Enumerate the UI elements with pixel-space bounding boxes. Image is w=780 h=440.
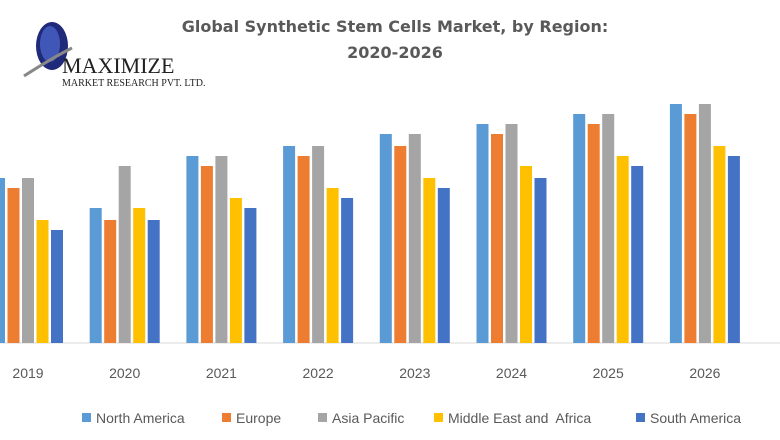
bar-asia-pacific-2019 xyxy=(22,178,34,343)
x-tick-label: 2022 xyxy=(303,365,334,381)
legend-label: Europe xyxy=(236,410,281,426)
bar-middle-east-and-africa-2024 xyxy=(520,166,532,343)
legend-swatch xyxy=(434,413,443,422)
svg-text:MARKET RESEARCH PVT. LTD.: MARKET RESEARCH PVT. LTD. xyxy=(62,78,205,89)
svg-text:MAXIMIZE: MAXIMIZE xyxy=(62,53,174,78)
x-tick-label: 2019 xyxy=(12,365,43,381)
bar-south-america-2021 xyxy=(244,208,257,343)
bar-north-america-2023 xyxy=(379,134,392,343)
x-tick-label: 2024 xyxy=(496,365,527,381)
bar-europe-2023 xyxy=(394,146,407,343)
x-tick-label: 2023 xyxy=(399,365,430,381)
legend-label: North America xyxy=(96,410,185,426)
bar-europe-2020 xyxy=(104,220,117,343)
bar-europe-2026 xyxy=(684,114,697,343)
bar-north-america-2022 xyxy=(283,146,296,343)
chart-title: Global Synthetic Stem Cells Market, by R… xyxy=(160,14,630,66)
bar-south-america-2025 xyxy=(631,166,644,343)
legend-swatch xyxy=(318,413,327,422)
bar-middle-east-and-africa-2025 xyxy=(616,156,629,343)
bar-south-america-2020 xyxy=(147,220,160,343)
bar-asia-pacific-2024 xyxy=(505,124,518,343)
x-tick-label: 2025 xyxy=(593,365,624,381)
bar-europe-2025 xyxy=(587,124,600,343)
bar-europe-2022 xyxy=(297,156,310,343)
bar-middle-east-and-africa-2022 xyxy=(326,188,339,343)
legend-label: South America xyxy=(650,410,741,426)
bar-north-america-2024 xyxy=(476,124,489,343)
bar-south-america-2022 xyxy=(341,198,354,343)
bar-south-america-2024 xyxy=(534,178,547,343)
bar-north-america-2021 xyxy=(186,156,199,343)
bar-north-america-2019 xyxy=(0,178,5,343)
bar-europe-2024 xyxy=(491,134,503,343)
bar-middle-east-and-africa-2023 xyxy=(423,178,436,343)
bar-middle-east-and-africa-2026 xyxy=(713,146,726,343)
bar-north-america-2026 xyxy=(669,104,682,343)
bar-middle-east-and-africa-2020 xyxy=(133,208,146,343)
legend-label: Asia Pacific xyxy=(332,410,404,426)
bar-south-america-2019 xyxy=(51,230,63,343)
bar-north-america-2025 xyxy=(573,114,586,343)
bar-asia-pacific-2026 xyxy=(698,104,711,343)
bar-south-america-2023 xyxy=(437,188,450,343)
title-line-2: 2020-2026 xyxy=(347,43,443,62)
x-tick-label: 2026 xyxy=(689,365,720,381)
bar-south-america-2026 xyxy=(727,156,740,343)
bar-asia-pacific-2022 xyxy=(312,146,325,343)
x-tick-label: 2021 xyxy=(206,365,237,381)
legend-label: Middle East and Africa xyxy=(448,410,591,426)
bar-asia-pacific-2021 xyxy=(215,156,228,343)
bar-europe-2019 xyxy=(7,188,20,343)
bar-middle-east-and-africa-2019 xyxy=(36,220,49,343)
legend-swatch xyxy=(636,413,645,422)
bar-asia-pacific-2023 xyxy=(408,134,421,343)
bar-europe-2021 xyxy=(200,166,213,343)
legend-swatch xyxy=(222,413,231,422)
x-tick-label: 2020 xyxy=(109,365,140,381)
bar-north-america-2020 xyxy=(89,208,102,343)
bar-middle-east-and-africa-2021 xyxy=(229,198,242,343)
bar-asia-pacific-2025 xyxy=(602,114,615,343)
legend-swatch xyxy=(82,413,91,422)
maximize-logo: MAXIMIZE MARKET RESEARCH PVT. LTD. xyxy=(23,22,205,89)
title-line-1: Global Synthetic Stem Cells Market, by R… xyxy=(181,17,609,36)
bar-asia-pacific-2020 xyxy=(118,166,131,343)
